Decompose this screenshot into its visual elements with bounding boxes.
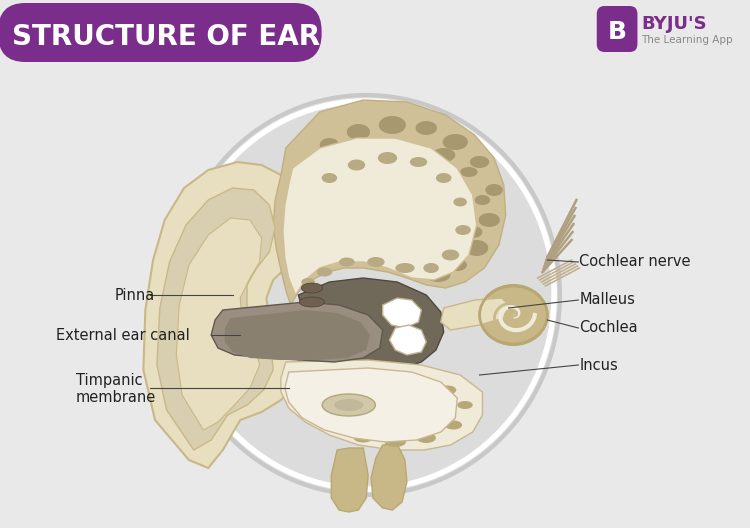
Ellipse shape <box>463 226 482 238</box>
Polygon shape <box>298 278 444 368</box>
Polygon shape <box>225 310 370 360</box>
Ellipse shape <box>423 263 439 273</box>
Polygon shape <box>389 325 426 355</box>
Ellipse shape <box>368 141 388 155</box>
Text: Cochlea: Cochlea <box>579 320 638 335</box>
Ellipse shape <box>448 259 467 271</box>
Text: BYJU'S: BYJU'S <box>641 15 707 33</box>
Polygon shape <box>176 218 262 430</box>
Ellipse shape <box>302 278 315 286</box>
Ellipse shape <box>425 268 451 282</box>
Ellipse shape <box>320 138 339 152</box>
Ellipse shape <box>353 433 373 442</box>
Ellipse shape <box>445 253 462 263</box>
Ellipse shape <box>404 266 425 278</box>
Ellipse shape <box>299 297 325 307</box>
Ellipse shape <box>416 121 437 135</box>
Ellipse shape <box>442 250 459 260</box>
Ellipse shape <box>348 159 365 171</box>
Polygon shape <box>382 298 422 328</box>
Text: Pinna: Pinna <box>114 288 154 303</box>
Text: The Learning App: The Learning App <box>641 35 733 45</box>
Polygon shape <box>211 302 382 362</box>
Ellipse shape <box>346 124 370 140</box>
Text: Malleus: Malleus <box>579 293 635 307</box>
Polygon shape <box>281 360 482 450</box>
Ellipse shape <box>445 420 462 429</box>
Ellipse shape <box>455 225 471 235</box>
Ellipse shape <box>395 263 415 273</box>
Ellipse shape <box>335 149 352 161</box>
Polygon shape <box>371 444 407 510</box>
Ellipse shape <box>416 433 436 443</box>
Circle shape <box>172 95 560 495</box>
Ellipse shape <box>436 173 451 183</box>
Ellipse shape <box>316 268 332 277</box>
Polygon shape <box>285 368 458 442</box>
Ellipse shape <box>408 376 429 388</box>
Ellipse shape <box>439 385 456 394</box>
Text: STRUCTURE OF EAR: STRUCTURE OF EAR <box>12 23 320 51</box>
Text: External ear canal: External ear canal <box>56 327 190 343</box>
Ellipse shape <box>410 157 428 167</box>
Ellipse shape <box>379 116 406 134</box>
Ellipse shape <box>322 394 376 416</box>
Polygon shape <box>273 100 506 305</box>
Ellipse shape <box>326 423 343 432</box>
Ellipse shape <box>460 167 478 177</box>
Ellipse shape <box>289 391 302 399</box>
Ellipse shape <box>399 142 418 154</box>
Ellipse shape <box>368 257 385 267</box>
Polygon shape <box>143 162 302 468</box>
Text: membrane: membrane <box>76 391 156 406</box>
Polygon shape <box>332 448 368 512</box>
Ellipse shape <box>339 258 355 267</box>
Ellipse shape <box>385 437 406 447</box>
Text: Incus: Incus <box>579 357 618 372</box>
Polygon shape <box>283 138 477 295</box>
Ellipse shape <box>302 283 322 293</box>
Polygon shape <box>441 298 509 330</box>
Ellipse shape <box>346 372 368 383</box>
Ellipse shape <box>458 401 472 409</box>
Ellipse shape <box>378 152 398 164</box>
FancyBboxPatch shape <box>597 6 638 52</box>
Polygon shape <box>157 188 275 450</box>
Ellipse shape <box>465 240 488 256</box>
Text: Cochlear nerve: Cochlear nerve <box>579 254 691 269</box>
Ellipse shape <box>300 408 316 416</box>
Ellipse shape <box>378 373 398 383</box>
Ellipse shape <box>485 184 502 196</box>
Ellipse shape <box>470 156 489 168</box>
Ellipse shape <box>442 134 468 150</box>
Ellipse shape <box>475 195 490 205</box>
Ellipse shape <box>454 197 467 206</box>
Ellipse shape <box>432 148 455 162</box>
Ellipse shape <box>315 375 334 385</box>
Text: B: B <box>608 20 626 44</box>
Ellipse shape <box>334 399 363 411</box>
Text: Timpanic: Timpanic <box>76 372 142 388</box>
FancyBboxPatch shape <box>0 3 322 62</box>
Ellipse shape <box>478 213 500 227</box>
Ellipse shape <box>322 173 338 183</box>
Ellipse shape <box>479 285 548 345</box>
